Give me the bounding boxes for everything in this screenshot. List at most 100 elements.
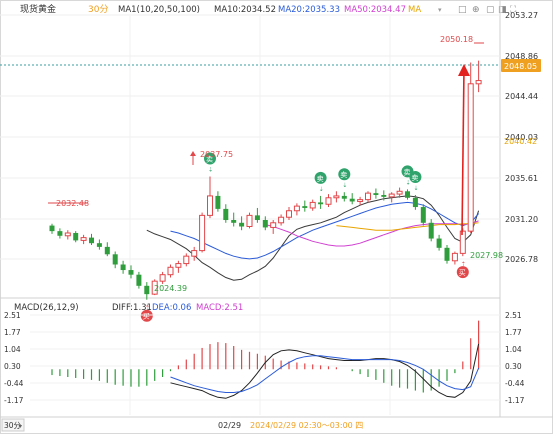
- period-button-label[interactable]: 30分: [4, 421, 22, 430]
- sell-signal-label: 卖: [340, 171, 347, 179]
- macd-tick: 1.04: [505, 345, 522, 354]
- candle-body: [444, 247, 450, 261]
- macd-axis-right: 2.51 1.77 1.04 0.30 -0.44 -1.17: [505, 311, 525, 405]
- price-tick: 2044.44: [505, 92, 538, 101]
- candle-body: [420, 207, 426, 223]
- buy-signal-badge: [140, 309, 153, 322]
- candle-body: [405, 191, 410, 198]
- annotations: 2037.75 2032.48 2024.39 2027.98 2050.18: [48, 35, 503, 293]
- candle-body: [293, 205, 300, 212]
- candle-body: [246, 214, 253, 228]
- rise-arrow: [461, 67, 465, 236]
- trade-signals[interactable]: 买⇡卖⇣卖⇣卖⇣卖⇣卖⇣买⇡: [140, 152, 469, 322]
- macd-params: MACD(26,12,9): [14, 303, 79, 313]
- sell-signal-arrow: ⇣: [208, 166, 213, 173]
- price-tick: 2053.27: [505, 11, 538, 20]
- candle-body: [325, 197, 332, 205]
- macd-tick: 2.51: [505, 311, 522, 320]
- candle-body: [64, 232, 71, 237]
- candle-body: [365, 192, 371, 201]
- candle-body: [215, 195, 221, 209]
- footer-range: 2024/02/29 02:30～03:00 四: [250, 421, 363, 430]
- macd-tick: -1.17: [505, 396, 525, 405]
- sell-signal-label: 卖: [206, 155, 213, 163]
- ma100-line: [336, 222, 479, 231]
- ma10-value: MA10:2034.52: [214, 5, 276, 15]
- candle-body: [381, 194, 387, 197]
- macd-tick: -0.44: [505, 379, 525, 388]
- frame-icon[interactable]: ▢: [486, 5, 495, 15]
- rect-tool-icon[interactable]: □: [458, 5, 467, 15]
- candle-body: [388, 193, 395, 198]
- split-icon[interactable]: ◨: [498, 5, 507, 15]
- candle-body: [428, 222, 434, 239]
- macd-axis-left: 2.51 1.77 1.04 0.30 -0.44 -1.17: [4, 311, 24, 405]
- candle-body: [223, 208, 229, 221]
- ma100-value: MA: [408, 5, 421, 15]
- macd-histogram: [51, 320, 480, 393]
- chevron-down-icon[interactable]: ▾: [19, 423, 22, 430]
- ma20-value: MA20:2035.33: [278, 5, 340, 15]
- candle-body: [262, 220, 268, 228]
- candlesticks[interactable]: [49, 60, 482, 300]
- start-label: 2032.48: [56, 199, 89, 208]
- candle-body: [183, 255, 190, 265]
- candle-body: [467, 83, 474, 232]
- buy-signal-badge: [456, 266, 469, 279]
- sell-signal-label: 卖: [317, 175, 324, 183]
- price-tick: 2035.61: [505, 174, 538, 183]
- candle-body: [167, 266, 174, 276]
- ma20-line: [170, 201, 479, 260]
- sell-signal-label: 卖: [404, 168, 411, 176]
- candle-body: [128, 270, 134, 275]
- buy-signal-arrow: ⇡: [461, 261, 466, 268]
- price-tick: 2040.03: [505, 133, 538, 142]
- period-button[interactable]: [1, 418, 25, 432]
- candle-body: [270, 222, 277, 228]
- candle-body: [341, 195, 347, 199]
- sell-signal-label: 卖: [411, 174, 418, 182]
- candle-body: [412, 197, 418, 208]
- candle-body: [475, 80, 482, 85]
- candle-body: [318, 202, 324, 205]
- macd-diff: DIFF:1.31: [112, 303, 152, 313]
- period-label: 30分: [88, 4, 108, 15]
- add-indicator-icon[interactable]: ⊕: [472, 5, 480, 15]
- sell-signal-arrow: ⇣: [406, 179, 411, 186]
- candle-body: [191, 250, 198, 257]
- settings-icon[interactable]: ▾: [438, 6, 442, 14]
- candle-body: [349, 198, 355, 202]
- moving-average-lines: [146, 195, 480, 281]
- candle-body: [151, 280, 158, 295]
- candle-body: [333, 195, 340, 199]
- candle-body: [396, 190, 403, 195]
- price-axis: 2053.27 2048.86 2044.44 2040.03 2035.61 …: [505, 11, 538, 264]
- candle-body: [373, 193, 379, 195]
- candle-body: [89, 237, 94, 244]
- price-tick: 2048.86: [505, 52, 538, 61]
- sell-signal-arrow: ⇣: [319, 186, 324, 193]
- macd-tick: 0.30: [4, 362, 21, 371]
- footer-date: 02/29: [218, 421, 241, 430]
- high1-label: 2037.75: [200, 150, 233, 159]
- macd-tick: -1.17: [4, 396, 24, 405]
- sell-signal-arrow: ⇣: [342, 182, 347, 189]
- candle-body: [207, 195, 213, 216]
- current-price-tag: [501, 59, 541, 72]
- fullscreen-icon[interactable]: ⛶: [509, 4, 517, 15]
- low1-label: 2024.39: [154, 284, 187, 293]
- buy-signal-label: 买: [143, 313, 150, 321]
- candle-body: [357, 199, 364, 202]
- macd-lines: [170, 343, 480, 399]
- price-tick: 2026.78: [505, 255, 538, 264]
- candle-body: [112, 254, 118, 265]
- sell-signal-badge: [409, 170, 422, 183]
- candle-body: [302, 206, 308, 208]
- macd-tick: 1.77: [505, 328, 522, 337]
- macd-tick: 1.04: [4, 345, 21, 354]
- candle-body: [104, 246, 110, 255]
- candle-body: [120, 264, 126, 271]
- macd-tick: 0.30: [505, 362, 522, 371]
- macd-value: MACD:2.51: [196, 303, 243, 313]
